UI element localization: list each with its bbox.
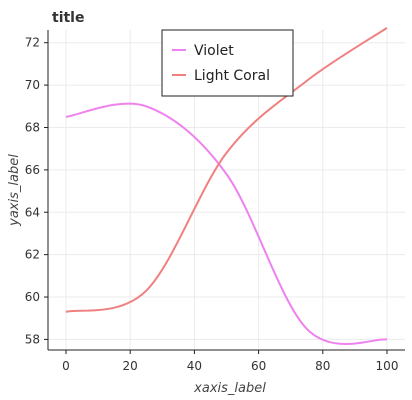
series-line-light-coral bbox=[65, 27, 388, 313]
grid-lines bbox=[48, 30, 405, 350]
x-tick-label: 40 bbox=[187, 359, 202, 373]
y-tick-label: 64 bbox=[25, 205, 40, 219]
y-tick-label: 66 bbox=[25, 163, 40, 177]
y-tick-label: 62 bbox=[25, 248, 40, 262]
series-lines bbox=[65, 27, 388, 345]
x-tick-label: 20 bbox=[123, 359, 138, 373]
legend-label-light-coral: Light Coral bbox=[194, 68, 270, 84]
y-tick-label: 72 bbox=[25, 36, 40, 50]
y-tick-label: 68 bbox=[25, 120, 40, 134]
x-axis-label: xaxis_label bbox=[193, 381, 266, 396]
y-tick-label: 58 bbox=[25, 332, 40, 346]
x-tick-label: 60 bbox=[251, 359, 266, 373]
y-tick-label: 60 bbox=[25, 290, 40, 304]
y-tick-label: 70 bbox=[25, 78, 40, 92]
y-axis-label: yaxis_label bbox=[7, 154, 22, 227]
legend-label-violet: Violet bbox=[194, 43, 234, 59]
x-tick-label: 80 bbox=[315, 359, 330, 373]
x-tick-label: 0 bbox=[62, 359, 70, 373]
legend-box bbox=[161, 29, 294, 97]
series-line-violet bbox=[65, 102, 388, 345]
axes bbox=[44, 30, 405, 354]
legend: Violet Light Coral bbox=[161, 29, 294, 97]
chart-title: title bbox=[52, 10, 84, 26]
tick-labels: 58 60 62 64 66 68 70 72 0 20 40 60 80 100 bbox=[25, 36, 399, 373]
x-tick-label: 100 bbox=[376, 359, 399, 373]
